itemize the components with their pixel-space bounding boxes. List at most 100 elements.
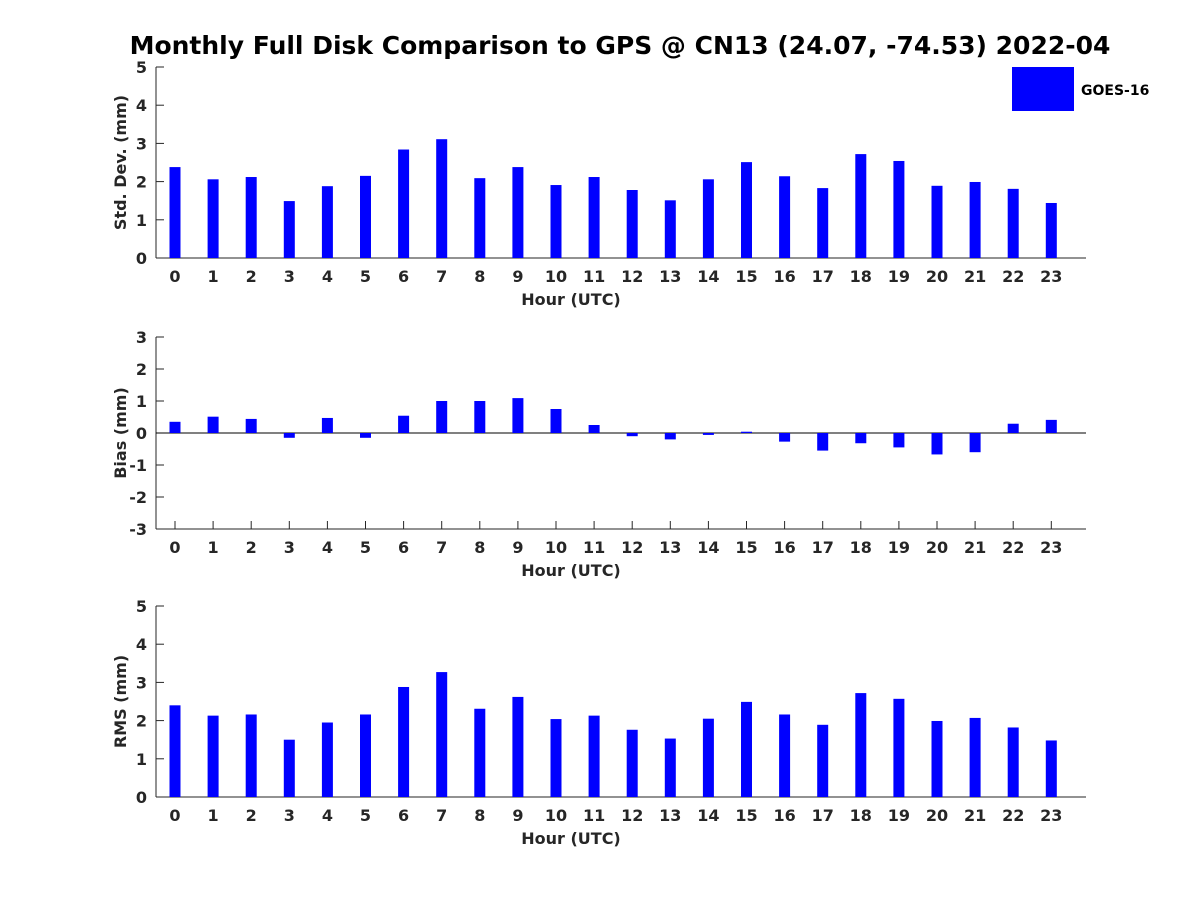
x-axis-label: Hour (UTC)	[521, 561, 621, 580]
x-tick-label: 7	[436, 806, 447, 825]
bar-std-hour-21	[969, 181, 981, 258]
bar-rms-hour-2	[245, 714, 257, 797]
x-tick-label: 19	[888, 806, 910, 825]
bar-std-hour-13	[664, 200, 676, 258]
bar-rms-hour-4	[321, 722, 333, 797]
legend: GOES-16	[1012, 67, 1149, 111]
bar-std-hour-6	[398, 149, 410, 258]
bar-std-hour-19	[893, 160, 905, 258]
bar-rms-hour-17	[817, 724, 829, 797]
x-tick-label: 0	[169, 806, 180, 825]
bar-std-hour-0	[169, 167, 181, 258]
legend-label: GOES-16	[1081, 83, 1149, 99]
x-tick-label: 14	[697, 538, 719, 557]
bar-std-hour-9	[512, 167, 524, 258]
y-tick-label: 0	[136, 424, 147, 443]
x-tick-label: 22	[1002, 267, 1024, 286]
bar-std-hour-2	[245, 177, 257, 258]
bar-std-hour-16	[779, 176, 791, 258]
bar-rms-hour-18	[855, 693, 867, 797]
bar-std-hour-8	[474, 178, 486, 258]
y-tick-label: -1	[129, 456, 147, 475]
x-tick-label: 12	[621, 538, 643, 557]
x-tick-label: 11	[583, 806, 605, 825]
y-tick-label: 2	[136, 712, 147, 731]
bar-bias-hour-11	[588, 425, 600, 433]
x-tick-label: 1	[208, 267, 219, 286]
x-tick-label: 22	[1002, 806, 1024, 825]
bar-std-hour-22	[1007, 188, 1019, 258]
y-tick-label: 0	[136, 788, 147, 807]
x-tick-label: 9	[512, 538, 523, 557]
x-tick-label: 13	[659, 806, 681, 825]
x-tick-label: 13	[659, 538, 681, 557]
legend-swatch	[1012, 67, 1074, 111]
bar-bias-hour-17	[817, 433, 829, 451]
y-tick-label: -3	[129, 520, 147, 539]
bar-bias-hour-16	[779, 433, 791, 442]
x-tick-label: 17	[812, 538, 834, 557]
y-tick-label: 4	[136, 96, 147, 115]
x-tick-label: 10	[545, 538, 567, 557]
x-tick-label: 7	[436, 538, 447, 557]
x-tick-label: 16	[773, 267, 795, 286]
bar-bias-hour-14	[702, 433, 714, 435]
bar-rms-hour-22	[1007, 727, 1019, 797]
bar-rms-hour-7	[436, 672, 448, 797]
bar-rms-hour-11	[588, 715, 600, 797]
y-tick-label: 5	[136, 597, 147, 616]
y-tick-label: 1	[136, 750, 147, 769]
bar-bias-hour-10	[550, 409, 562, 433]
bar-std-hour-3	[283, 201, 295, 258]
x-tick-label: 21	[964, 806, 986, 825]
bar-std-hour-17	[817, 188, 829, 258]
x-tick-label: 4	[322, 267, 333, 286]
bar-std-hour-11	[588, 177, 600, 258]
x-tick-label: 13	[659, 267, 681, 286]
bar-std-hour-20	[931, 185, 943, 258]
x-tick-label: 8	[474, 267, 485, 286]
x-tick-label: 15	[735, 806, 757, 825]
bar-bias-hour-3	[283, 433, 295, 438]
bar-bias-hour-0	[169, 421, 181, 433]
x-tick-label: 14	[697, 267, 719, 286]
bar-bias-hour-9	[512, 398, 524, 433]
y-tick-label: 1	[136, 392, 147, 411]
chart-title: Monthly Full Disk Comparison to GPS @ CN…	[130, 31, 1111, 60]
x-tick-label: 0	[169, 267, 180, 286]
bar-std-hour-12	[626, 190, 638, 258]
y-axis-label: Std. Dev. (mm)	[111, 95, 130, 230]
x-tick-label: 5	[360, 267, 371, 286]
x-tick-label: 18	[850, 538, 872, 557]
x-tick-label: 3	[284, 538, 295, 557]
x-tick-label: 23	[1040, 538, 1062, 557]
x-tick-label: 19	[888, 267, 910, 286]
x-tick-label: 17	[812, 267, 834, 286]
bar-rms-hour-19	[893, 698, 905, 797]
bar-rms-hour-15	[741, 701, 752, 797]
bar-rms-hour-12	[626, 729, 638, 797]
bar-std-hour-1	[207, 179, 219, 258]
bar-rms-hour-5	[360, 714, 371, 797]
x-tick-label: 17	[812, 806, 834, 825]
x-tick-label: 12	[621, 806, 643, 825]
bar-rms-hour-0	[169, 705, 181, 797]
bar-bias-hour-1	[207, 416, 219, 433]
bar-rms-hour-13	[664, 738, 676, 797]
x-tick-label: 6	[398, 806, 409, 825]
bar-std-hour-5	[360, 175, 371, 258]
x-tick-label: 5	[360, 538, 371, 557]
x-tick-label: 6	[398, 538, 409, 557]
x-tick-label: 3	[284, 267, 295, 286]
x-tick-label: 2	[246, 806, 257, 825]
y-tick-label: 4	[136, 635, 147, 654]
x-tick-label: 20	[926, 538, 948, 557]
bar-std-hour-14	[702, 179, 714, 258]
bar-bias-hour-12	[626, 433, 638, 437]
bar-bias-hour-21	[969, 433, 981, 453]
x-tick-label: 2	[246, 267, 257, 286]
x-tick-label: 9	[512, 806, 523, 825]
bar-bias-hour-2	[245, 418, 257, 433]
